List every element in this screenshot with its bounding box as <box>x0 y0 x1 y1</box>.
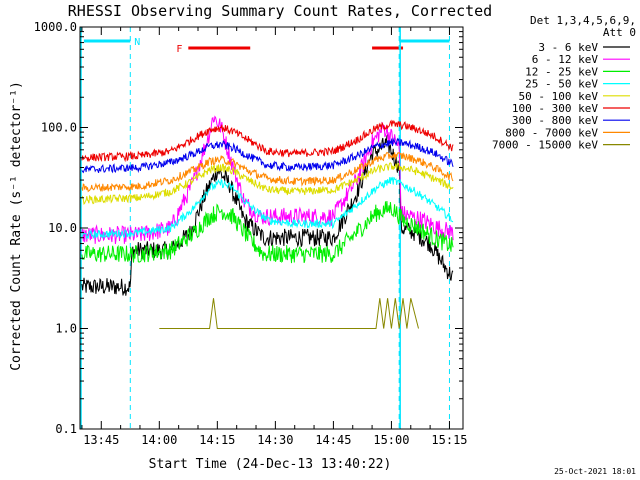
legend-label: 800 - 7000 keV <box>505 126 598 139</box>
y-tick-label: 100.0 <box>41 121 77 135</box>
y-tick-label: 0.1 <box>55 422 77 436</box>
y-axis-label: Corrected Count Rate (s⁻¹ detector⁻¹) <box>9 81 24 371</box>
x-axis-label: Start Time (24-Dec-13 13:40:22) <box>149 457 392 472</box>
legend-label: 100 - 300 keV <box>512 102 598 115</box>
legend-label: 12 - 25 keV <box>525 65 598 78</box>
legend-label: 6 - 12 keV <box>532 53 599 66</box>
x-tick-label: 15:15 <box>431 433 467 447</box>
axes: 1000.0 100.0 10.0 1.0 0.1 13:45 14:00 14:15 14:3… <box>34 20 468 447</box>
night-flag-label: N <box>134 37 140 48</box>
series-line <box>81 115 454 245</box>
x-tick-label: 15:00 <box>373 433 409 447</box>
flare-flag-label: F <box>176 44 182 55</box>
x-tick-label: 14:45 <box>315 433 351 447</box>
series-line <box>81 137 454 174</box>
x-tick-label: 14:15 <box>199 433 235 447</box>
legend-label: 7000 - 15000 keV <box>492 139 598 152</box>
legend-label: 3 - 6 keV <box>538 41 598 54</box>
series-line <box>159 298 419 329</box>
generation-timestamp: 25-Oct-2021 18:01 <box>554 467 636 476</box>
x-tick-label: 14:30 <box>257 433 293 447</box>
chart-title: RHESSI Observing Summary Count Rates, Co… <box>68 2 492 20</box>
series-line <box>81 176 454 240</box>
series-line <box>81 151 454 193</box>
legend-label: 50 - 100 keV <box>519 90 599 103</box>
series-line <box>81 119 454 163</box>
legend-label: 25 - 50 keV <box>525 78 598 91</box>
x-tick-label: 13:45 <box>83 433 119 447</box>
x-tick-label: 14:00 <box>141 433 177 447</box>
detector-info-line-2: Att 0 <box>603 26 636 39</box>
y-tick-label: 10.0 <box>48 221 77 235</box>
series-line <box>81 162 454 205</box>
plot-area: NF <box>80 27 454 429</box>
y-tick-label: 1.0 <box>55 322 77 336</box>
series-line <box>81 200 454 264</box>
legend-label: 300 - 800 keV <box>512 114 598 127</box>
detector-info-line-1: Det 1,3,4,5,6,9, <box>530 14 636 27</box>
y-tick-label: 1000.0 <box>34 20 77 34</box>
